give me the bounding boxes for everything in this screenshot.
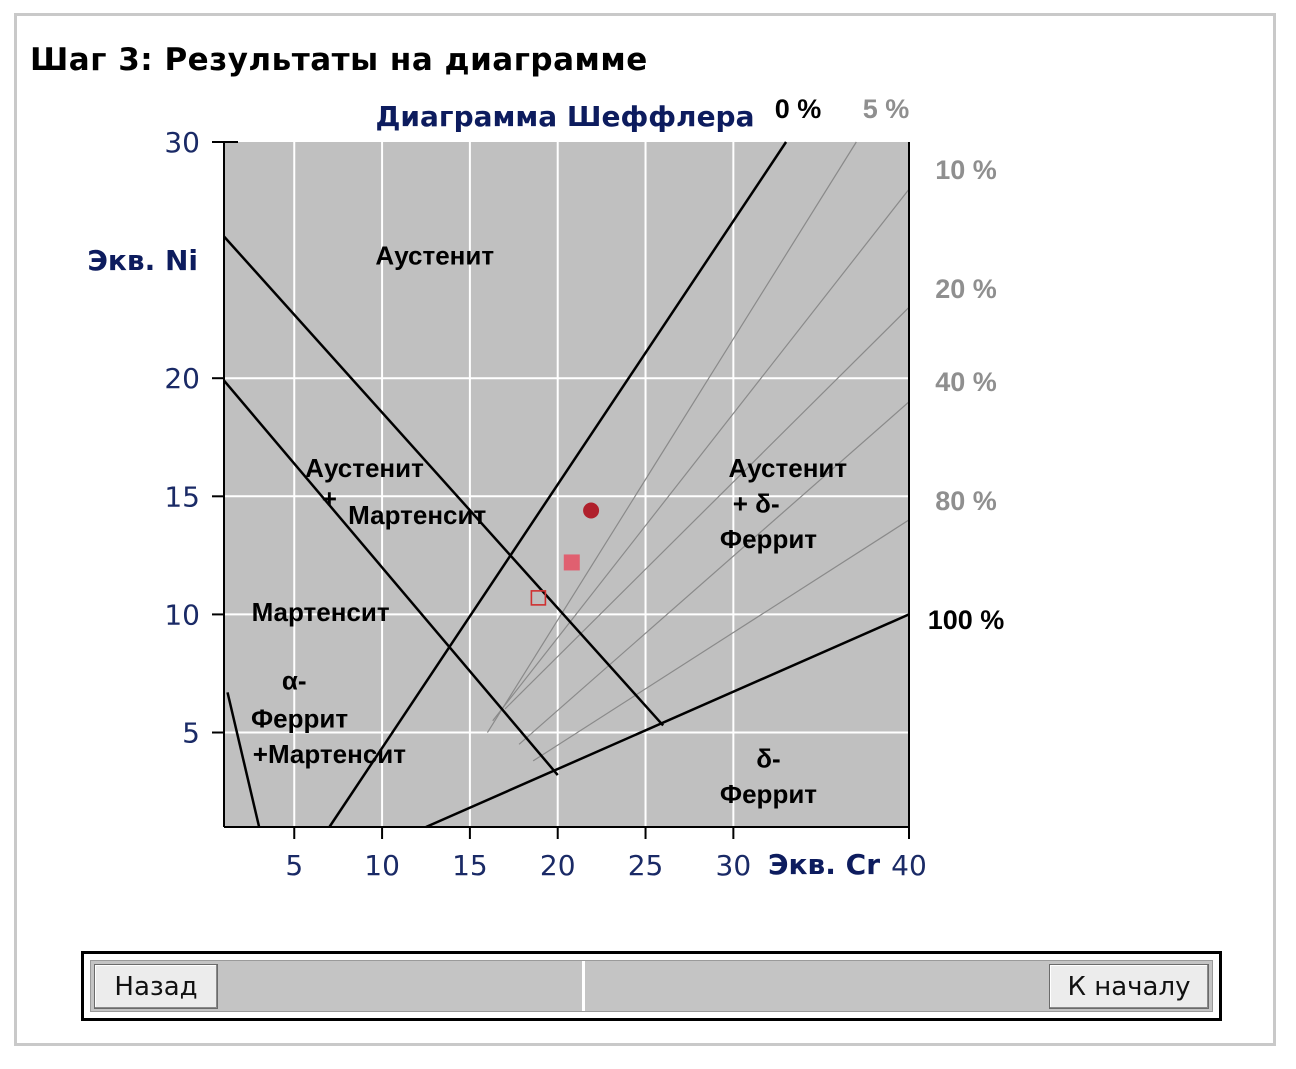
x-tick-label: 10 [364, 849, 400, 882]
x-tick-label: 20 [540, 849, 576, 882]
region-label: Аустенит [728, 453, 847, 483]
ferrite-iso-line [532, 519, 910, 762]
ferrite-iso-line [328, 141, 788, 828]
axes: 5 10 15 20 25 30 40 5 10 15 20 30 [164, 126, 926, 882]
region-label: Мартенсит [252, 597, 390, 627]
region-label: +Мартенсит [253, 739, 406, 769]
ferrite-percent-label: 0 % [775, 94, 822, 124]
phase-boundary-line [223, 379, 559, 776]
region-label: Феррит [720, 524, 817, 554]
ferrite-percent-labels: 0 % 5 % 10 % 20 % 40 % 80 % 100 % [775, 94, 1005, 635]
x-tick-label: 15 [452, 849, 488, 882]
navigation-bar-track: Назад К началу [90, 960, 1213, 1012]
plot-area [224, 142, 909, 827]
y-tick-label: 30 [164, 126, 200, 159]
ferrite-iso-line [486, 141, 857, 733]
ferrite-iso-line [504, 306, 910, 710]
region-label: Феррит [251, 703, 348, 733]
y-tick-label: 5 [182, 717, 200, 750]
region-label: Феррит [720, 779, 817, 809]
ferrite-percent-label: 10 % [935, 155, 997, 185]
ferrite-percent-label: 80 % [935, 486, 997, 516]
phase-boundary-line [223, 235, 665, 727]
ferrite-iso-line [518, 401, 910, 745]
phase-boundary-line [226, 692, 261, 828]
x-tick-label: 25 [628, 849, 664, 882]
ferrite-iso-line [425, 613, 910, 829]
region-labels: АустенитАустенит+МартенситМартенситα-Фер… [251, 240, 847, 809]
region-label: δ- [756, 744, 780, 774]
ferrite-percent-label: 100 % [928, 605, 1005, 635]
ferrite-percent-label: 20 % [935, 274, 997, 304]
region-label: Аустенит [305, 453, 424, 483]
page-title: Шаг 3: Результаты на диаграмме [30, 42, 648, 78]
data-point-open-square [530, 590, 547, 606]
navigation-bar: Назад К началу [81, 951, 1222, 1021]
region-label: Мартенсит [348, 500, 486, 530]
region-label: Аустенит [375, 240, 494, 270]
x-axis-label: Экв. Cr [768, 848, 880, 881]
x-tick-label: 5 [285, 849, 303, 882]
ferrite-percent-label: 40 % [935, 367, 997, 397]
data-points [530, 502, 600, 606]
data-point-circle [583, 502, 600, 519]
y-axis-label: Экв. Ni [87, 244, 198, 277]
y-tick-label: 20 [164, 362, 200, 395]
region-label: α- [282, 666, 307, 696]
region-label: + [322, 484, 337, 514]
ferrite-percent-label: 5 % [863, 94, 910, 124]
y-tick-label: 10 [164, 598, 200, 631]
phase-boundaries [223, 235, 665, 828]
region-label: + δ- [733, 488, 780, 518]
y-tick-label: 15 [164, 480, 200, 513]
ferrite-lines [328, 141, 910, 829]
chart-title: Диаграмма Шеффлера [375, 100, 754, 133]
back-button[interactable]: Назад [94, 964, 218, 1009]
x-tick-label: 30 [716, 849, 752, 882]
x-tick-label: 40 [891, 849, 927, 882]
home-button[interactable]: К началу [1049, 964, 1209, 1009]
data-point-square [563, 554, 580, 571]
navigation-divider [582, 961, 585, 1011]
ferrite-iso-line [492, 188, 910, 722]
